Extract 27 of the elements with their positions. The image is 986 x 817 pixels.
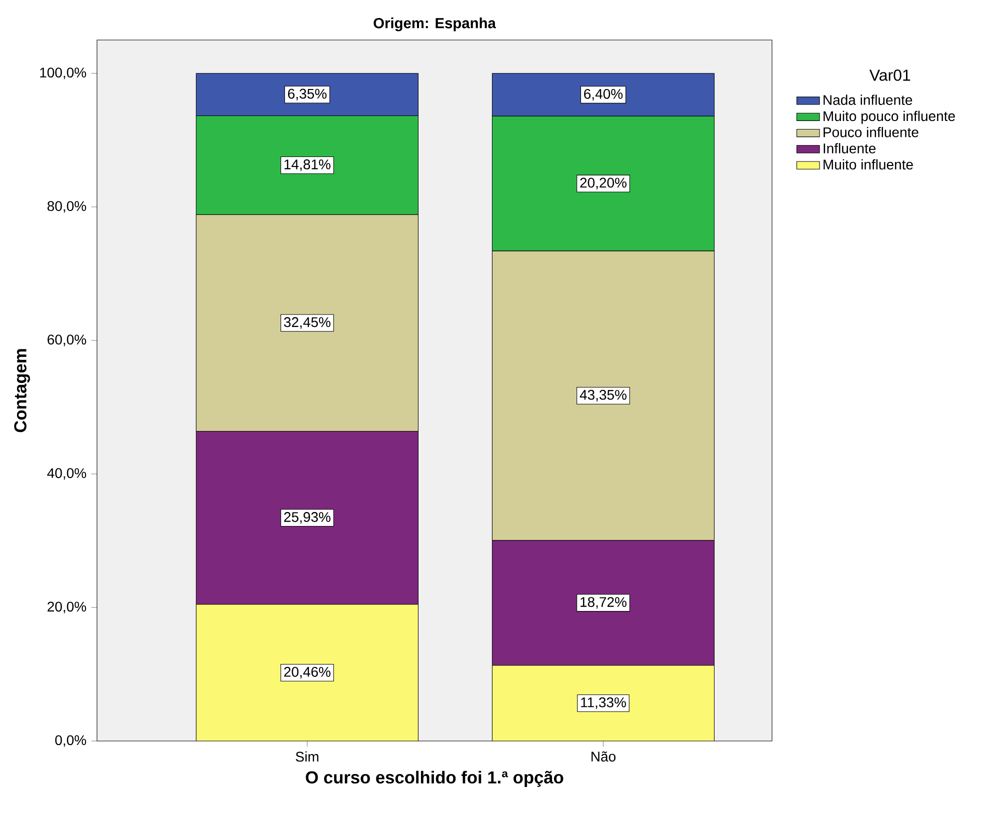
data-label: 25,93%	[284, 512, 330, 524]
data-label: 18,72%	[580, 597, 626, 609]
data-label: 14,81%	[284, 159, 330, 171]
data-label: 11,33%	[581, 697, 626, 709]
y-tick-label: 100,0%	[40, 68, 86, 80]
data-label: 6,35%	[288, 88, 327, 100]
x-tick-label: Não	[592, 751, 616, 762]
y-tick-label: 20,0%	[48, 602, 86, 614]
legend-label: Influente	[824, 143, 876, 154]
legend-label: Muito influente	[824, 159, 913, 170]
data-label: 20,46%	[284, 666, 330, 678]
data-label: 20,20%	[580, 178, 626, 190]
data-label: 43,35%	[580, 390, 626, 402]
y-tick-label: 80,0%	[48, 201, 86, 213]
legend-label: Muito pouco influente	[824, 110, 955, 124]
data-label: 32,45%	[284, 317, 330, 329]
legend-label: Pouco influente	[824, 126, 918, 138]
y-tick-label: 0,0%	[55, 735, 86, 747]
chart-title: Origem: Espanha	[374, 18, 496, 32]
y-tick-label: 40,0%	[47, 468, 86, 480]
legend-title: Var01	[869, 70, 910, 81]
legend-label: Nada influente	[824, 94, 912, 105]
data-label: 6,40%	[584, 88, 623, 101]
x-tick-label: Sim	[296, 751, 318, 762]
y-axis-title: Contagem	[14, 349, 30, 432]
x-axis-title: O curso escolhido foi 1.ª opção	[306, 770, 564, 787]
y-tick-label: 60,0%	[48, 334, 86, 346]
